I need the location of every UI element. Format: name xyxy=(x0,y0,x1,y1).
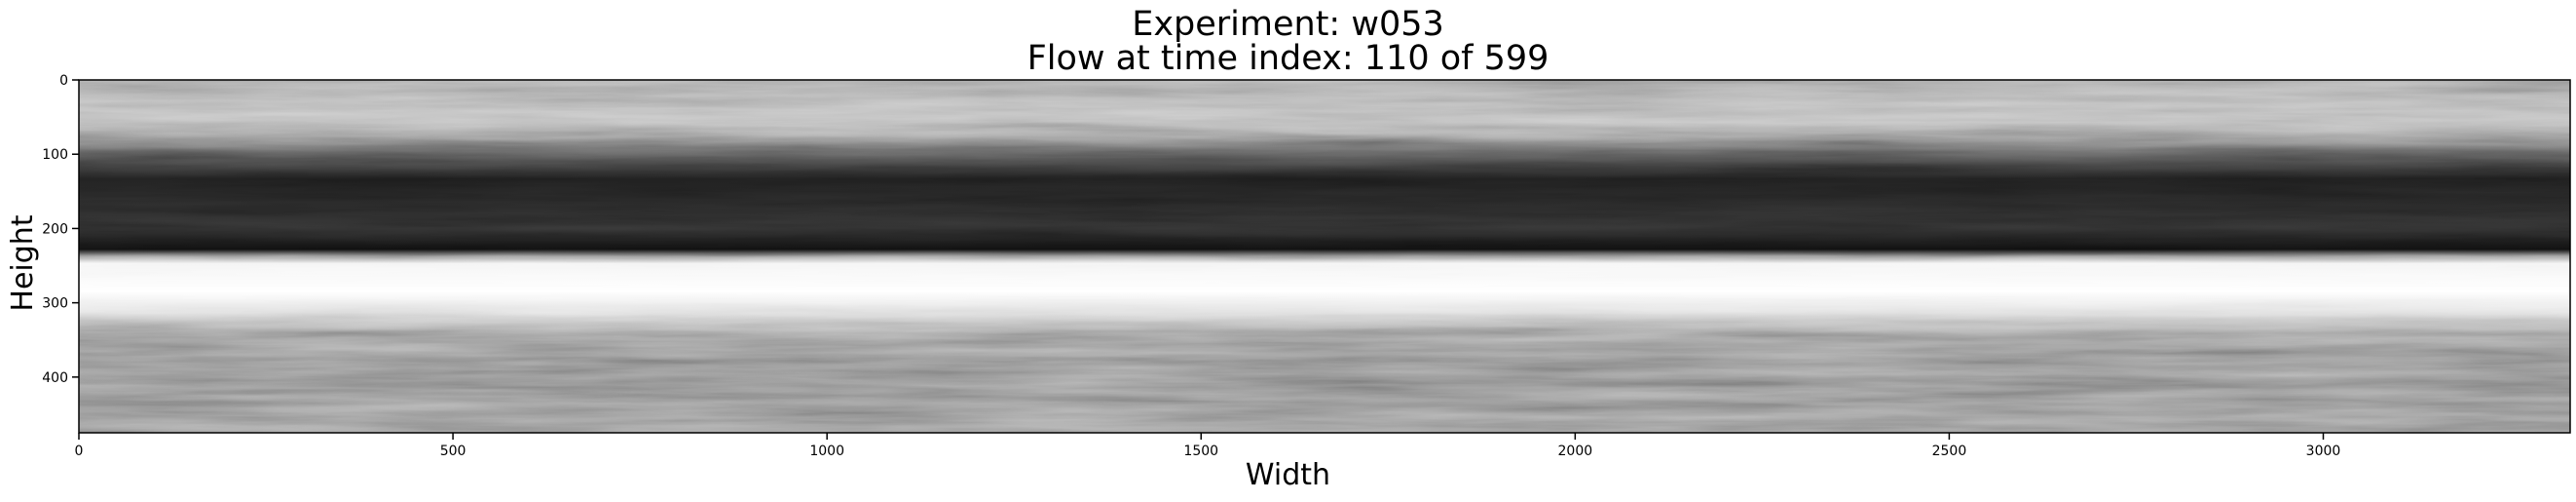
y-tick-label: 300 xyxy=(42,296,68,312)
y-axis-label: Height xyxy=(6,214,40,312)
x-tick-label: 3000 xyxy=(2306,444,2341,459)
y-tick-label: 400 xyxy=(42,370,68,386)
chart-title-line-2: Flow at time index: 110 of 599 xyxy=(1027,39,1549,78)
y-tick-label: 200 xyxy=(42,221,68,237)
x-tick-label: 1500 xyxy=(1183,444,1218,459)
x-tick-label: 1000 xyxy=(809,444,844,459)
plot-frame xyxy=(78,79,2571,434)
x-tick-label: 2500 xyxy=(1932,444,1967,459)
x-tick-label: 500 xyxy=(440,444,467,459)
x-tick-label: 0 xyxy=(75,444,84,459)
y-tick-label: 0 xyxy=(59,73,68,89)
y-axis: 0 100 200 300 400 xyxy=(42,73,79,386)
chart-title-line-1: Experiment: w053 xyxy=(1132,5,1444,44)
y-tick-label: 100 xyxy=(42,147,68,163)
x-axis: 0 500 1000 1500 2000 2500 3000 xyxy=(75,433,2341,459)
x-tick-label: 2000 xyxy=(1558,444,1593,459)
x-axis-label: Width xyxy=(1245,458,1331,492)
flow-image xyxy=(79,80,2570,433)
